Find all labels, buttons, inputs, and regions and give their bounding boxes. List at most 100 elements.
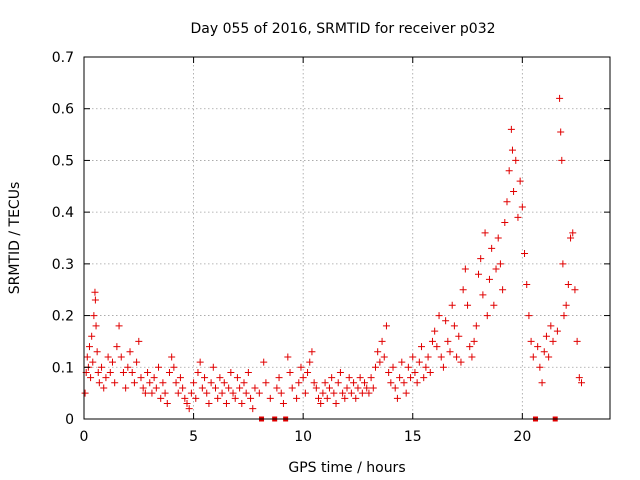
data-point bbox=[529, 353, 537, 361]
data-point bbox=[396, 374, 404, 382]
data-point bbox=[382, 322, 390, 330]
data-point bbox=[122, 384, 130, 392]
data-point bbox=[288, 384, 296, 392]
data-point bbox=[455, 332, 463, 340]
data-point bbox=[330, 389, 338, 397]
data-point bbox=[273, 384, 281, 392]
data-point bbox=[485, 275, 493, 283]
data-point bbox=[365, 389, 373, 397]
data-point bbox=[133, 358, 141, 366]
data-point bbox=[308, 348, 316, 356]
data-point bbox=[279, 399, 287, 407]
data-point bbox=[575, 374, 583, 382]
data-point bbox=[172, 379, 180, 387]
data-point bbox=[286, 368, 294, 376]
data-point bbox=[301, 389, 309, 397]
data-point bbox=[312, 384, 320, 392]
data-point bbox=[238, 399, 246, 407]
data-point bbox=[321, 379, 329, 387]
data-point bbox=[332, 399, 340, 407]
y-tick-label: 0.5 bbox=[52, 153, 74, 169]
data-point bbox=[518, 203, 526, 211]
data-point bbox=[514, 213, 522, 221]
data-point bbox=[196, 358, 204, 366]
data-point bbox=[536, 363, 544, 371]
data-point bbox=[369, 384, 377, 392]
data-point bbox=[347, 389, 355, 397]
data-point bbox=[297, 363, 305, 371]
data-point bbox=[560, 312, 568, 320]
data-point bbox=[457, 358, 465, 366]
data-point bbox=[88, 332, 96, 340]
data-point bbox=[90, 312, 98, 320]
data-point bbox=[201, 374, 209, 382]
data-point bbox=[459, 286, 467, 294]
data-point bbox=[371, 363, 379, 371]
y-tick-labels: 0 0.1 0.2 0.3 0.4 0.5 0.6 0.7 bbox=[52, 50, 74, 428]
x-axis-label: GPS time / hours bbox=[288, 460, 405, 476]
data-point bbox=[479, 291, 487, 299]
data-point bbox=[225, 384, 233, 392]
data-point bbox=[352, 394, 360, 402]
data-point bbox=[146, 379, 154, 387]
data-point bbox=[144, 368, 152, 376]
data-point bbox=[446, 348, 454, 356]
data-point bbox=[306, 358, 314, 366]
data-point bbox=[488, 244, 496, 252]
data-point bbox=[336, 368, 344, 376]
data-point bbox=[424, 353, 432, 361]
data-points bbox=[81, 94, 586, 422]
data-point bbox=[135, 337, 143, 345]
data-point bbox=[444, 337, 452, 345]
axis-ticks bbox=[83, 56, 610, 420]
data-point bbox=[483, 312, 491, 320]
data-point bbox=[475, 270, 482, 278]
data-point bbox=[400, 379, 408, 387]
data-point bbox=[95, 379, 103, 387]
data-point bbox=[428, 337, 436, 345]
data-point bbox=[437, 353, 445, 361]
data-point bbox=[284, 353, 292, 361]
data-point bbox=[214, 394, 222, 402]
data-point bbox=[415, 358, 423, 366]
data-point bbox=[190, 379, 198, 387]
data-point bbox=[277, 389, 285, 397]
data-point bbox=[150, 374, 158, 382]
data-point bbox=[378, 337, 386, 345]
data-point bbox=[413, 379, 421, 387]
data-point bbox=[198, 384, 206, 392]
data-point bbox=[251, 384, 259, 392]
y-tick-label: 0.4 bbox=[52, 205, 74, 221]
data-point bbox=[564, 281, 572, 289]
data-point bbox=[92, 322, 100, 330]
data-point bbox=[578, 379, 586, 387]
data-point bbox=[385, 368, 393, 376]
plot-frame bbox=[83, 56, 611, 420]
data-point bbox=[516, 177, 524, 185]
data-point bbox=[562, 301, 570, 309]
data-point bbox=[545, 353, 553, 361]
data-point bbox=[494, 234, 502, 242]
data-point bbox=[185, 405, 193, 413]
data-point bbox=[161, 389, 169, 397]
data-point bbox=[325, 384, 333, 392]
data-point bbox=[102, 374, 110, 382]
data-point bbox=[229, 389, 237, 397]
data-point bbox=[422, 363, 430, 371]
data-point bbox=[433, 343, 441, 351]
data-point bbox=[93, 348, 101, 356]
data-point bbox=[100, 384, 108, 392]
data-point bbox=[157, 394, 165, 402]
data-point bbox=[236, 384, 244, 392]
data-point bbox=[179, 384, 187, 392]
data-point bbox=[240, 379, 248, 387]
data-point bbox=[490, 301, 498, 309]
data-point bbox=[249, 405, 257, 413]
y-tick-label: 0.7 bbox=[52, 50, 74, 66]
data-point bbox=[391, 384, 399, 392]
y-tick-label: 0.1 bbox=[52, 360, 74, 376]
data-point bbox=[374, 348, 382, 356]
data-point bbox=[418, 343, 426, 351]
y-tick-label: 0 bbox=[65, 412, 74, 428]
